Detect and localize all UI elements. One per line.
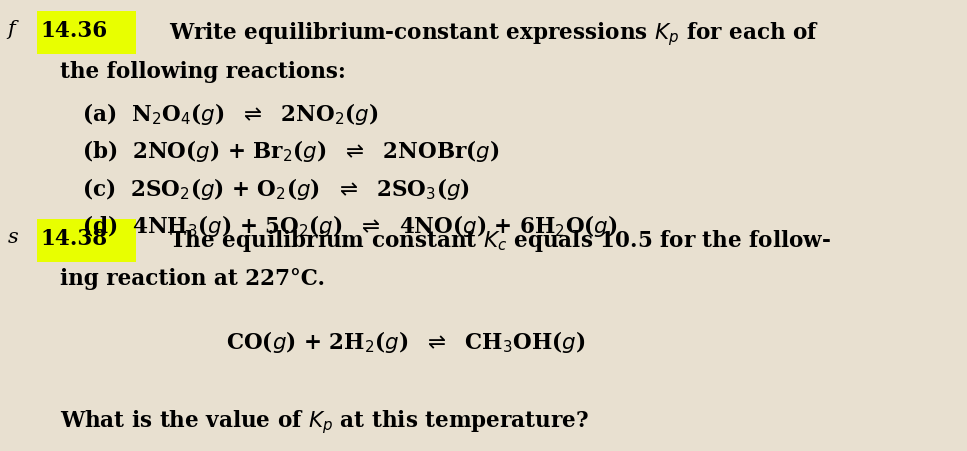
Text: the following reactions:: the following reactions:: [60, 61, 346, 83]
Text: (c)  2SO$_2$($g$) + O$_2$($g$)  $\rightleftharpoons$  2SO$_3$($g$): (c) 2SO$_2$($g$) + O$_2$($g$) $\rightlef…: [82, 176, 470, 202]
Text: 14.36: 14.36: [41, 20, 108, 42]
Text: What is the value of $K_p$ at this temperature?: What is the value of $K_p$ at this tempe…: [60, 408, 589, 436]
Text: The equilibrium constant $K_c$ equals 10.5 for the follow-: The equilibrium constant $K_c$ equals 10…: [169, 228, 832, 254]
Text: f: f: [8, 20, 15, 39]
Text: s: s: [8, 228, 18, 247]
Text: CO($g$) + 2H$_2$($g$)  $\rightleftharpoons$  CH$_3$OH($g$): CO($g$) + 2H$_2$($g$) $\rightleftharpoon…: [226, 329, 586, 355]
FancyBboxPatch shape: [37, 219, 136, 262]
Text: (b)  2NO($g$) + Br$_2$($g$)  $\rightleftharpoons$  2NOBr($g$): (b) 2NO($g$) + Br$_2$($g$) $\rightleftha…: [82, 138, 500, 165]
FancyBboxPatch shape: [37, 11, 136, 54]
Text: ing reaction at 227°C.: ing reaction at 227°C.: [60, 268, 325, 290]
Text: Write equilibrium-constant expressions $K_p$ for each of: Write equilibrium-constant expressions $…: [169, 20, 819, 48]
Text: (d)  4NH$_3$($g$) + 5O$_2$($g$)  $\rightleftharpoons$  4NO($g$) + 6H$_2$O($g$): (d) 4NH$_3$($g$) + 5O$_2$($g$) $\rightle…: [82, 213, 618, 239]
Text: 14.38: 14.38: [41, 228, 108, 250]
Text: (a)  N$_2$O$_4$($g$)  $\rightleftharpoons$  2NO$_2$($g$): (a) N$_2$O$_4$($g$) $\rightleftharpoons$…: [82, 101, 379, 128]
